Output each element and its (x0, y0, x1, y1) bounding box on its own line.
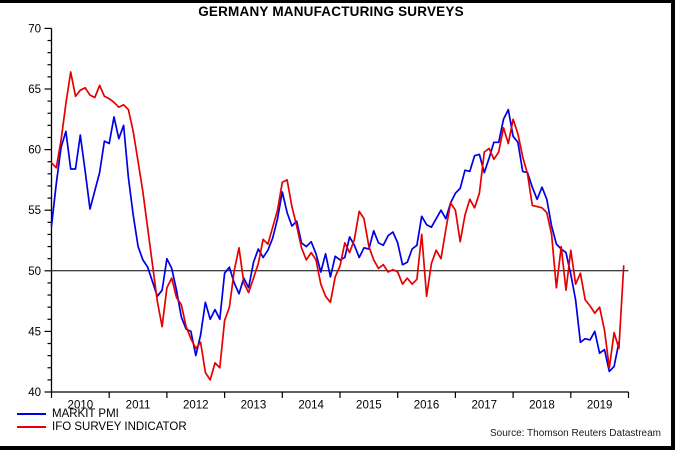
top-border (0, 0, 675, 3)
x-tick-label: 2015 (356, 400, 382, 412)
y-tick-label: 45 (28, 326, 41, 338)
legend-label-ifo: IFO SURVEY INDICATOR (52, 420, 187, 433)
x-tick-label: 2012 (183, 400, 209, 412)
x-tick-label: 2010 (68, 400, 94, 412)
y-tick-label: 70 (28, 23, 41, 35)
ifo-survey-line (50, 71, 625, 381)
x-tick-label: 2016 (414, 400, 440, 412)
markit-pmi-line-swatch (17, 413, 46, 416)
right-border (671, 0, 675, 450)
chart-title: GERMANY MANUFACTURING SURVEYS (198, 4, 464, 19)
y-tick-label: 65 (28, 84, 41, 96)
source-attribution: Source: Thomson Reuters Datastream (489, 428, 661, 439)
x-tick-label: 2017 (471, 400, 497, 412)
bottom-border (0, 446, 675, 450)
ifo-line-swatch (17, 425, 46, 428)
y-tick-label: 50 (28, 266, 41, 278)
x-tick-label: 2018 (529, 400, 555, 412)
legend-item-ifo: IFO SURVEY INDICATOR (17, 421, 187, 434)
markit-pmi-line (50, 108, 620, 373)
x-tick-label: 2019 (587, 400, 613, 412)
y-tick-label: 55 (28, 205, 41, 217)
legend: MARKIT PMI IFO SURVEY INDICATOR (17, 408, 187, 433)
x-tick-label: 2014 (298, 400, 324, 412)
y-tick-label: 60 (28, 145, 41, 157)
legend-label-markit-pmi: MARKIT PMI (52, 408, 119, 420)
x-tick-label: 2013 (241, 400, 267, 412)
x-tick-label: 2011 (126, 400, 151, 412)
y-axis: 40 45 50 55 60 65 70 (28, 23, 53, 399)
x-axis: 2010 2011 2012 2013 2014 2015 2016 2017 2018 2019 (50, 391, 630, 412)
legend-item-markit-pmi: MARKIT PMI (17, 408, 187, 421)
y-tick-label: 40 (28, 387, 41, 399)
